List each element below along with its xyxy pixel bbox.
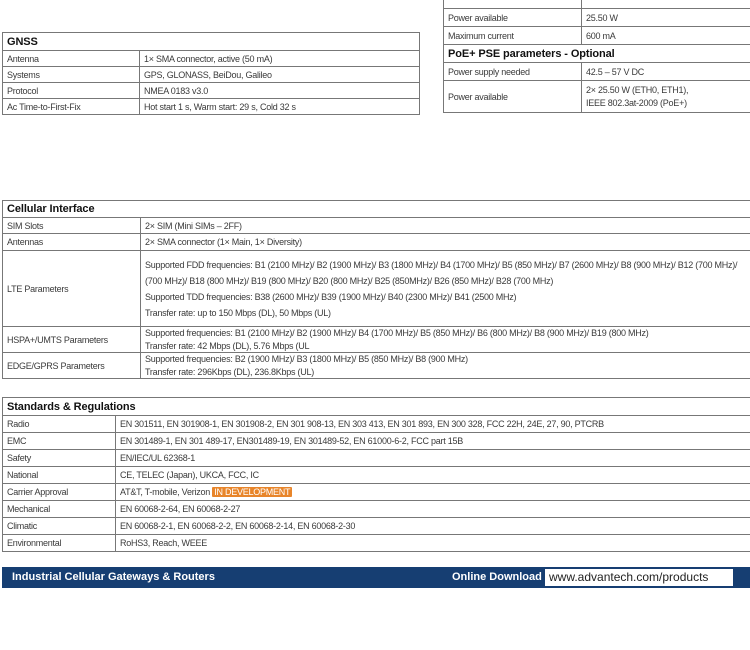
table-row: HSPA+/UMTS Parameters Supported frequenc… bbox=[2, 326, 750, 353]
row-label: Maximum current bbox=[443, 26, 582, 45]
table-row: Power available 25.50 W bbox=[443, 8, 750, 27]
value-line: Supported frequencies: B1 (2100 MHz)/ B2… bbox=[145, 328, 649, 338]
row-label: EDGE/GPRS Parameters bbox=[2, 352, 141, 379]
row-value: 42.5 – 57 V DC bbox=[581, 62, 750, 81]
row-label: Radio bbox=[2, 415, 116, 433]
row-label: Antenna bbox=[2, 50, 140, 67]
standards-table: Standards & Regulations Radio EN 301511, … bbox=[2, 397, 750, 552]
row-label: Power available bbox=[443, 80, 582, 113]
pse-title: PoE+ PSE parameters - Optional bbox=[443, 44, 750, 63]
row-value: 2× 25.50 W (ETH0, ETH1), IEEE 802.3at-200… bbox=[581, 80, 750, 113]
table-row: Mechanical EN 60068-2-64, EN 60068-2-27 bbox=[2, 500, 750, 518]
status-badge: IN DEVELOPMENT bbox=[212, 487, 293, 497]
row-label bbox=[443, 0, 582, 9]
value-line: 2× 25.50 W (ETH0, ETH1), bbox=[586, 85, 689, 95]
row-label: Ac Time-to-First-Fix bbox=[2, 98, 140, 115]
row-value: EN 60068-2-1, EN 60068-2-2, EN 60068-2-1… bbox=[115, 517, 750, 535]
cellular-table: Cellular Interface SIM Slots 2× SIM (Mini… bbox=[2, 200, 750, 379]
row-value: 600 mA bbox=[581, 26, 750, 45]
row-label: Mechanical bbox=[2, 500, 116, 518]
table-row: Protocol NMEA 0183 v3.0 bbox=[2, 82, 420, 99]
table-row: Radio EN 301511, EN 301908-1, EN 301908-2… bbox=[2, 415, 750, 433]
carrier-list: AT&T, T-mobile, Verizon bbox=[120, 487, 210, 497]
download-url-link[interactable]: www.advantech.com/products bbox=[545, 569, 733, 586]
value-line: Transfer rate: 42 Mbps (DL), 5.76 Mbps (… bbox=[145, 340, 310, 351]
value-line: Transfer rate: 296Kbps (DL), 236.8Kbps (… bbox=[145, 366, 314, 377]
row-label: EMC bbox=[2, 432, 116, 450]
row-value: Supported FDD frequencies: B1 (2100 MHz)… bbox=[140, 250, 750, 327]
row-label: Environmental bbox=[2, 534, 116, 552]
row-value: GPS, GLONASS, BeiDou, Galileo bbox=[139, 66, 420, 83]
table-row: Ac Time-to-First-Fix Hot start 1 s, Warm … bbox=[2, 98, 420, 115]
row-value: RoHS3, Reach, WEEE bbox=[115, 534, 750, 552]
table-row: Safety EN/IEC/UL 62368-1 bbox=[2, 449, 750, 467]
row-label: Power supply needed bbox=[443, 62, 582, 81]
value-line: Transfer rate: up to 150 Mbps (DL), 50 M… bbox=[145, 307, 331, 318]
row-value: CE, TELEC (Japan), UKCA, FCC, IC bbox=[115, 466, 750, 484]
table-row: National CE, TELEC (Japan), UKCA, FCC, IC bbox=[2, 466, 750, 484]
row-value: 1× SMA connector, active (50 mA) bbox=[139, 50, 420, 67]
row-value: EN/IEC/UL 62368-1 bbox=[115, 449, 750, 467]
cellular-title: Cellular Interface bbox=[2, 200, 750, 218]
row-value: 25.50 W bbox=[581, 8, 750, 27]
table-row: Maximum current 600 mA bbox=[443, 26, 750, 45]
row-value: Hot start 1 s, Warm start: 29 s, Cold 32… bbox=[139, 98, 420, 115]
footer-category: Industrial Cellular Gateways & Routers bbox=[12, 571, 215, 583]
row-value: Supported frequencies: B2 (1900 MHz)/ B3… bbox=[140, 352, 750, 379]
footer-bar: Industrial Cellular Gateways & Routers O… bbox=[2, 567, 750, 588]
row-label: SIM Slots bbox=[2, 217, 141, 234]
table-row: LTE Parameters Supported FDD frequencies… bbox=[2, 250, 750, 327]
table-row: Climatic EN 60068-2-1, EN 60068-2-2, EN 6… bbox=[2, 517, 750, 535]
online-download-label: Online Download bbox=[452, 571, 542, 583]
value-line: (700 MHz)/ B18 (800 MHz)/ B19 (800 MHz)/… bbox=[145, 275, 554, 286]
row-value: EN 301489-1, EN 301 489-17, EN301489-19,… bbox=[115, 432, 750, 450]
value-line: Supported frequencies: B2 (1900 MHz)/ B3… bbox=[145, 354, 468, 364]
table-row: Antennas 2× SMA connector (1× Main, 1× Di… bbox=[2, 233, 750, 251]
table-row: EMC EN 301489-1, EN 301 489-17, EN301489-… bbox=[2, 432, 750, 450]
row-label: LTE Parameters bbox=[2, 250, 141, 327]
row-value: EN 301511, EN 301908-1, EN 301908-2, EN … bbox=[115, 415, 750, 433]
gnss-table: GNSS Antenna 1× SMA connector, active (50… bbox=[2, 32, 420, 115]
row-label: National bbox=[2, 466, 116, 484]
row-value: AT&T, T-mobile, Verizon IN DEVELOPMENT bbox=[115, 483, 750, 501]
standards-title: Standards & Regulations bbox=[2, 397, 750, 416]
table-row bbox=[443, 0, 750, 9]
row-value: 2× SMA connector (1× Main, 1× Diversity) bbox=[140, 233, 750, 251]
row-value: Supported frequencies: B1 (2100 MHz)/ B2… bbox=[140, 326, 750, 353]
row-value bbox=[581, 0, 750, 9]
gnss-title: GNSS bbox=[2, 32, 420, 51]
row-value: NMEA 0183 v3.0 bbox=[139, 82, 420, 99]
table-row: Environmental RoHS3, Reach, WEEE bbox=[2, 534, 750, 552]
table-row: Power available 2× 25.50 W (ETH0, ETH1), I… bbox=[443, 80, 750, 113]
table-row: Antenna 1× SMA connector, active (50 mA) bbox=[2, 50, 420, 67]
row-label: Carrier Approval bbox=[2, 483, 116, 501]
table-row: Carrier Approval AT&T, T-mobile, Verizon … bbox=[2, 483, 750, 501]
row-label: HSPA+/UMTS Parameters bbox=[2, 326, 141, 353]
row-label: Safety bbox=[2, 449, 116, 467]
table-row: Power supply needed 42.5 – 57 V DC bbox=[443, 62, 750, 81]
value-line: Supported FDD frequencies: B1 (2100 MHz)… bbox=[145, 259, 738, 270]
table-row: SIM Slots 2× SIM (Mini SIMs – 2FF) bbox=[2, 217, 750, 234]
row-label: Systems bbox=[2, 66, 140, 83]
row-value: EN 60068-2-64, EN 60068-2-27 bbox=[115, 500, 750, 518]
poe-table: Power available 25.50 W Maximum current 60… bbox=[443, 0, 750, 113]
row-label: Climatic bbox=[2, 517, 116, 535]
value-line: Supported TDD frequencies: B38 (2600 MHz… bbox=[145, 291, 517, 302]
row-label: Power available bbox=[443, 8, 582, 27]
table-row: EDGE/GPRS Parameters Supported frequenci… bbox=[2, 352, 750, 379]
table-row: Systems GPS, GLONASS, BeiDou, Galileo bbox=[2, 66, 420, 83]
row-value: 2× SIM (Mini SIMs – 2FF) bbox=[140, 217, 750, 234]
row-label: Protocol bbox=[2, 82, 140, 99]
value-line: IEEE 802.3at-2009 (PoE+) bbox=[586, 97, 687, 108]
row-label: Antennas bbox=[2, 233, 141, 251]
